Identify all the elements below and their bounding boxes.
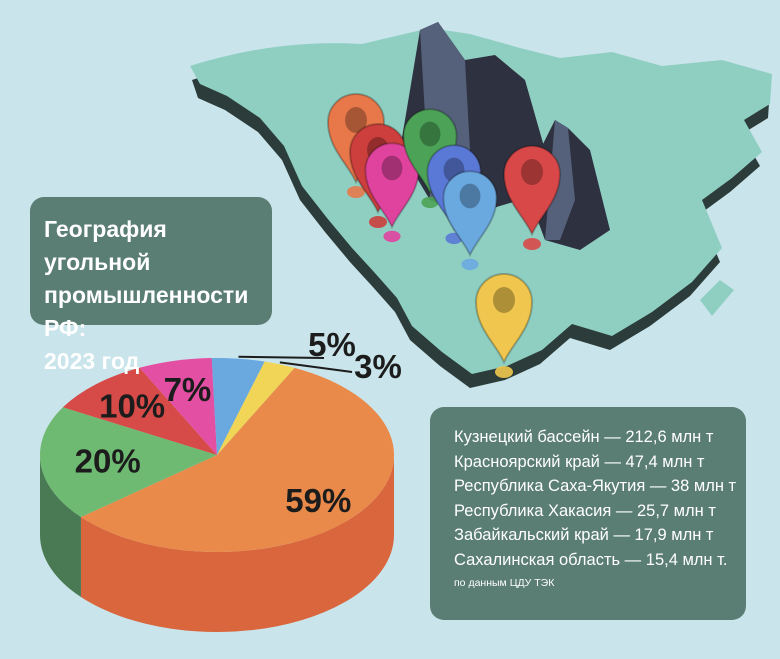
map-island <box>300 58 350 80</box>
pie-label: 5% <box>308 326 356 363</box>
pie-slice <box>80 367 395 553</box>
pie-slice-side <box>80 455 394 632</box>
pie-slice <box>139 358 217 455</box>
pie-slice <box>39 407 218 518</box>
legend-item-sakhalin: Сахалинская область — 15,4 млн т. <box>454 550 728 569</box>
title-line-2: промышленности РФ: <box>44 282 249 341</box>
pie-slice <box>62 367 218 455</box>
pie-slice-side <box>40 455 81 598</box>
pie-leader-line <box>279 361 353 373</box>
pie-chart <box>39 358 395 632</box>
location-pin-icon <box>502 145 562 250</box>
legend-item-kuzbass: Кузнецкий бассейн — 212,6 млн т <box>454 428 714 446</box>
title-line-1: География угольной <box>44 216 167 275</box>
location-pin-icon <box>474 273 534 378</box>
pie-label: 10% <box>99 388 165 425</box>
pie-labels: 59% 20% 10%7% 5%3% <box>75 326 402 519</box>
mountain-ridge-light <box>545 120 575 240</box>
legend-item-zabaikalsky: Забайкальский край — 17,9 млн т <box>454 526 714 544</box>
title-line-3: 2023 год <box>44 348 140 374</box>
legend-item-yakutia: Республика Саха-Якутия — 38 млн т <box>454 477 737 495</box>
legend-item-khakassia: Республика Хакасия — 25,7 млн т <box>454 501 716 520</box>
map-island <box>700 280 734 316</box>
pie-slice <box>211 358 265 455</box>
location-pin-icon <box>402 108 458 209</box>
source-note: по данным ЦДУ ТЭК <box>454 577 555 589</box>
chart-title: География угольной промышленности РФ: 20… <box>30 197 272 374</box>
pie-label: 3% <box>354 348 402 385</box>
pie-label: 7% <box>164 371 212 408</box>
legend-item-krasnoyarsk: Красноярский край — 47,4 млн т <box>454 452 705 471</box>
pie-leader-line <box>238 355 325 359</box>
location-pin-icon <box>364 142 420 243</box>
location-pins <box>326 93 562 378</box>
pie-label: 20% <box>75 442 141 479</box>
pie-slice <box>217 361 295 455</box>
legend: Кузнецкий бассейн — 212,6 млн т Краснояр… <box>430 407 746 620</box>
location-pin-icon <box>442 170 498 271</box>
pie-label: 59% <box>285 482 351 519</box>
